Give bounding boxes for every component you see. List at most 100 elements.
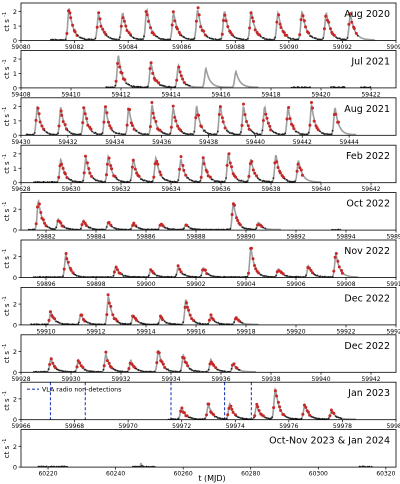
x-tick-label: 59444	[340, 139, 359, 146]
data-point	[268, 418, 271, 420]
panel-9: 0 2 60220 60240 60260 60280 60300 60320 ct s -1 O…	[2, 429, 397, 478]
data-point	[190, 368, 192, 371]
data-point	[61, 166, 65, 170]
data-point	[315, 37, 317, 40]
y-tick-label: 2	[13, 443, 17, 451]
data-point	[39, 211, 43, 214]
data-point	[278, 22, 282, 26]
data-point	[48, 363, 52, 366]
data-point	[215, 133, 218, 136]
data-point	[238, 37, 241, 40]
data-point	[113, 227, 115, 229]
data-point	[170, 23, 174, 27]
data-point	[91, 130, 93, 133]
data-point	[251, 257, 255, 261]
data-point	[181, 273, 184, 275]
data-point	[97, 11, 101, 15]
data-point	[228, 132, 231, 134]
data-point	[83, 112, 87, 116]
y-tick-label: 2	[13, 150, 17, 158]
data-point	[107, 35, 110, 38]
x-tick-label: 59972	[172, 423, 191, 430]
data-point	[275, 394, 279, 398]
data-point	[102, 30, 106, 34]
data-point	[167, 179, 169, 182]
data-point	[119, 370, 122, 373]
data-point	[36, 205, 39, 209]
data-point	[209, 132, 212, 135]
data-point	[309, 268, 313, 272]
data-point	[111, 225, 113, 228]
data-point	[240, 124, 244, 127]
data-point	[164, 227, 167, 229]
data-point	[53, 228, 56, 231]
data-point	[186, 364, 190, 368]
data-point	[200, 125, 203, 129]
data-point	[81, 121, 85, 125]
data-point	[87, 167, 91, 171]
data-point	[208, 37, 211, 39]
data-point	[153, 370, 156, 373]
data-point	[158, 275, 161, 277]
data-point	[57, 321, 60, 324]
data-point	[176, 264, 180, 268]
data-point	[302, 403, 306, 407]
data-point	[226, 25, 230, 29]
data-point	[187, 226, 190, 228]
data-point	[226, 323, 229, 325]
data-point	[157, 322, 160, 325]
data-point	[282, 31, 286, 35]
data-point	[120, 180, 123, 183]
data-point	[143, 179, 146, 182]
data-point	[238, 416, 241, 419]
data-point	[318, 418, 321, 420]
data-point	[110, 167, 114, 171]
x-tick-label: 60280	[241, 471, 260, 478]
x-tick-label: 59966	[11, 423, 30, 430]
y-tick-label: 0	[13, 132, 17, 140]
data-point	[64, 370, 67, 373]
x-tick-label: 59908	[336, 281, 355, 288]
x-tick-label: 59968	[65, 423, 84, 430]
data-point	[319, 275, 322, 278]
data-point	[195, 180, 197, 183]
data-point	[336, 37, 339, 40]
data-point	[245, 120, 248, 123]
data-point	[253, 171, 257, 175]
data-point	[94, 37, 97, 40]
data-point	[273, 389, 277, 393]
data-point	[119, 24, 123, 28]
data-point	[130, 85, 133, 87]
data-point	[180, 34, 183, 37]
data-point	[265, 180, 268, 183]
x-tick-label: 59080	[11, 44, 30, 51]
data-point	[285, 178, 288, 181]
data-point	[141, 228, 144, 231]
data-point	[196, 6, 200, 10]
legend-label: VLA radio non-detections	[42, 387, 121, 394]
data-point	[184, 83, 187, 86]
data-point	[105, 34, 108, 37]
data-point	[307, 266, 311, 270]
data-point	[334, 252, 338, 255]
data-point	[156, 35, 159, 38]
data-point	[150, 180, 152, 183]
data-point	[75, 365, 79, 369]
axes-frame	[20, 144, 397, 184]
data-point	[350, 20, 354, 24]
data-point	[58, 369, 61, 372]
data-point	[137, 227, 140, 229]
data-point	[336, 259, 340, 263]
y-tick-label: 1	[13, 117, 17, 125]
data-point	[125, 29, 129, 32]
data-point	[330, 133, 333, 136]
data-point	[104, 105, 107, 109]
data-point	[138, 132, 141, 134]
data-point	[79, 36, 82, 39]
data-point	[160, 360, 164, 364]
data-point	[171, 104, 175, 108]
model-curve	[51, 153, 321, 183]
data-point	[202, 162, 206, 166]
data-point	[137, 369, 140, 372]
data-point	[37, 202, 41, 206]
